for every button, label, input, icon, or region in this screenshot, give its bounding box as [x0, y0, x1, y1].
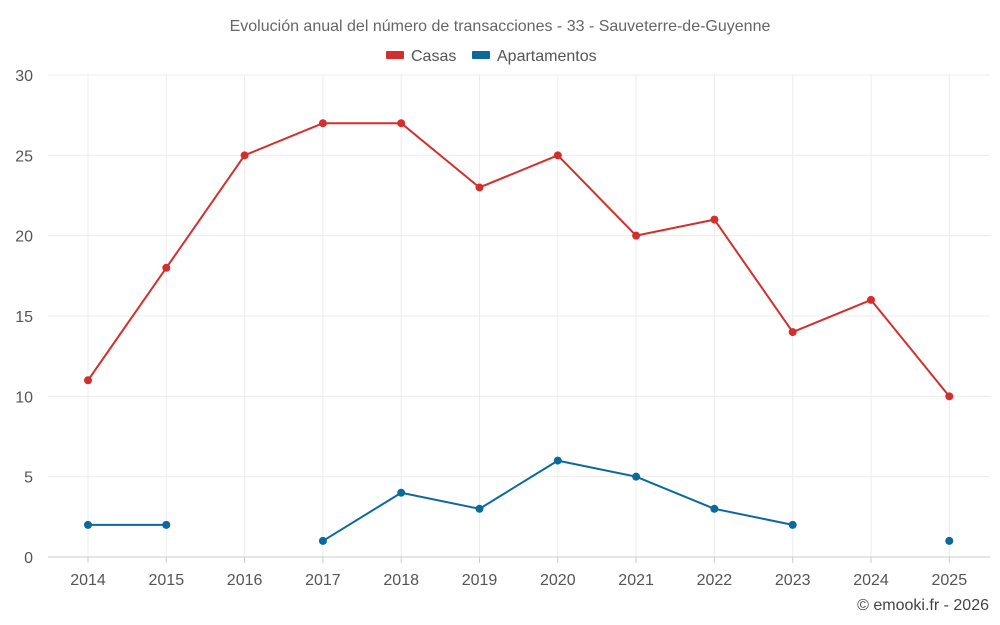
x-tick-label: 2022 — [697, 572, 733, 589]
x-tick-label: 2025 — [932, 572, 968, 589]
legend-swatch-apartamentos[interactable] — [472, 51, 490, 59]
series-casas — [84, 119, 954, 401]
data-point-apartamentos-2019[interactable] — [475, 504, 484, 513]
y-tick-label: 15 — [15, 309, 33, 326]
data-point-casas-2017[interactable] — [318, 119, 327, 128]
credit-text: © emooki.fr - 2026 — [857, 597, 989, 614]
data-point-apartamentos-2020[interactable] — [553, 456, 562, 465]
x-tick-label: 2024 — [853, 572, 889, 589]
y-tick-label: 30 — [15, 68, 33, 85]
data-point-casas-2022[interactable] — [710, 215, 719, 224]
data-point-casas-2018[interactable] — [397, 119, 406, 128]
data-point-casas-2015[interactable] — [162, 263, 171, 272]
x-tick-label: 2015 — [149, 572, 185, 589]
x-tick-label: 2017 — [305, 572, 341, 589]
data-point-casas-2025[interactable] — [945, 392, 954, 401]
y-tick-label: 25 — [15, 148, 33, 165]
data-point-apartamentos-2025[interactable] — [945, 536, 954, 545]
x-tick-label: 2018 — [383, 572, 419, 589]
x-tick-label: 2021 — [618, 572, 654, 589]
y-tick-label: 10 — [15, 389, 33, 406]
series — [84, 119, 954, 545]
legend-swatch-casas[interactable] — [386, 51, 404, 59]
data-point-casas-2019[interactable] — [475, 183, 484, 192]
legend-label-casas[interactable]: Casas — [411, 48, 456, 65]
data-point-apartamentos-2014[interactable] — [84, 520, 92, 529]
y-tick-label: 0 — [24, 550, 33, 567]
x-tick-label: 2023 — [775, 572, 811, 589]
x-tick-label: 2016 — [227, 572, 263, 589]
data-point-casas-2024[interactable] — [867, 295, 875, 304]
y-tick-label: 20 — [15, 229, 33, 246]
data-point-casas-2016[interactable] — [240, 151, 249, 160]
series-apartamentos — [84, 456, 954, 545]
x-tick-label: 2020 — [540, 572, 576, 589]
y-tick-label: 5 — [24, 470, 33, 487]
x-tick-label: 2019 — [462, 572, 498, 589]
data-point-apartamentos-2017[interactable] — [318, 536, 327, 545]
legend: Casas Apartamentos — [386, 48, 597, 65]
chart-title: Evolución anual del número de transaccio… — [230, 18, 771, 35]
data-point-casas-2014[interactable] — [84, 376, 92, 385]
data-point-apartamentos-2022[interactable] — [710, 504, 719, 513]
x-tick-label: 2014 — [70, 572, 106, 589]
data-point-apartamentos-2018[interactable] — [397, 488, 406, 497]
legend-label-apartamentos[interactable]: Apartamentos — [497, 48, 597, 65]
data-point-casas-2021[interactable] — [632, 231, 641, 240]
data-point-apartamentos-2021[interactable] — [632, 472, 641, 481]
data-point-apartamentos-2023[interactable] — [788, 520, 797, 529]
series-line-casas — [87, 122, 951, 397]
data-point-apartamentos-2015[interactable] — [162, 520, 171, 529]
data-point-casas-2020[interactable] — [553, 151, 562, 160]
data-point-casas-2023[interactable] — [788, 328, 797, 337]
